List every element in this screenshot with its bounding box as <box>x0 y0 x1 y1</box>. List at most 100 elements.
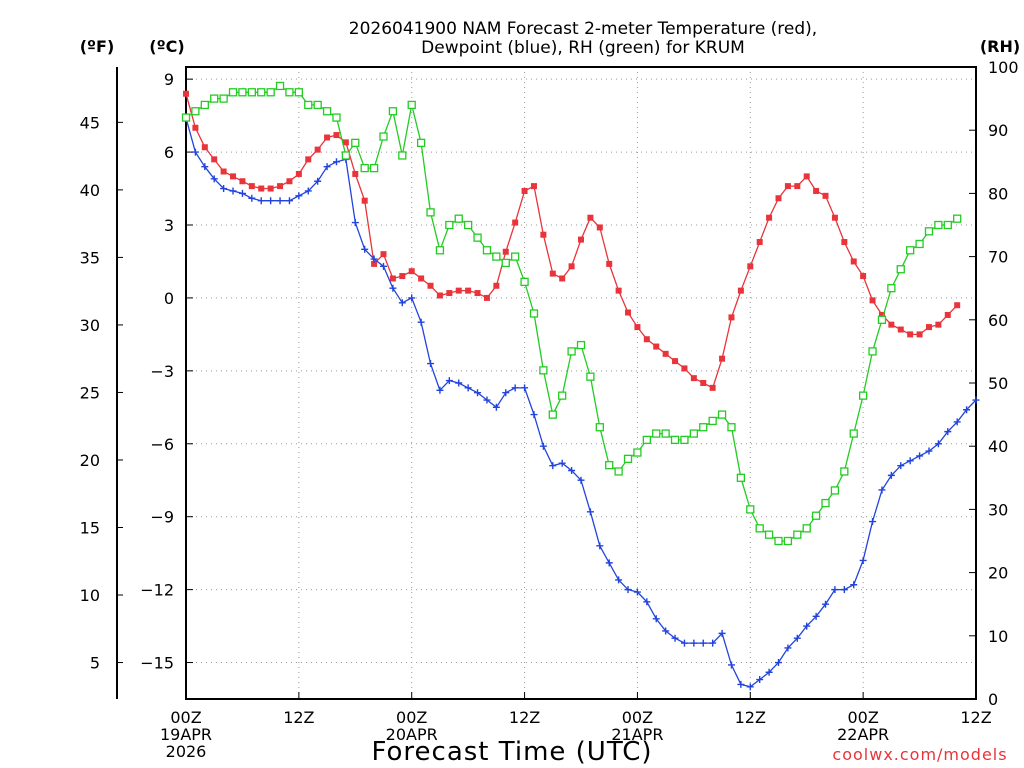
data-point-dewpoint <box>709 639 717 647</box>
data-point-rh <box>811 511 821 520</box>
data-point-dewpoint <box>511 384 519 392</box>
data-point-rh <box>304 100 313 110</box>
data-point-dewpoint <box>474 389 482 397</box>
rh-tick-label: 70 <box>988 248 1008 267</box>
data-point-rh <box>379 132 388 141</box>
data-point-temperature <box>756 239 763 246</box>
data-point-rh <box>614 467 623 476</box>
data-point-rh <box>247 88 256 97</box>
x-tick-label: 00Z <box>170 708 201 727</box>
data-point-rh <box>849 429 858 438</box>
data-point-dewpoint <box>784 644 792 652</box>
data-point-temperature <box>530 183 537 190</box>
data-point-temperature <box>380 251 387 258</box>
data-point-rh <box>708 416 717 426</box>
data-point-rh <box>501 258 510 268</box>
chart-title-line2: Dewpoint (blue), RH (green) for KRUM <box>421 38 745 58</box>
data-point-temperature <box>794 183 801 190</box>
data-point-rh <box>388 107 398 116</box>
rh-tick-label: 20 <box>988 564 1008 583</box>
rh-tick-label: 100 <box>988 58 1019 77</box>
data-point-dewpoint <box>238 189 246 197</box>
data-point-temperature <box>869 297 876 304</box>
data-point-rh <box>369 163 379 173</box>
data-point-temperature <box>897 326 904 333</box>
data-point-temperature <box>784 183 791 190</box>
data-point-rh <box>652 429 661 438</box>
x-tick-label: 12Z <box>960 708 991 727</box>
data-point-temperature <box>305 156 312 163</box>
data-point-rh <box>934 220 943 230</box>
axes <box>116 66 977 700</box>
data-point-rh <box>454 214 463 223</box>
data-point-dewpoint <box>539 442 547 450</box>
data-point-temperature <box>662 350 669 357</box>
data-point-temperature <box>493 282 500 289</box>
data-point-temperature <box>587 214 594 221</box>
data-point-temperature <box>634 324 641 331</box>
data-point-rh <box>285 88 294 97</box>
data-point-rh <box>633 448 642 457</box>
data-point-rh <box>755 524 764 533</box>
data-point-dewpoint <box>869 518 877 526</box>
data-point-temperature <box>672 358 679 365</box>
data-point-temperature <box>446 290 453 297</box>
plot-frame <box>185 66 977 700</box>
data-point-temperature <box>465 287 472 294</box>
data-point-dewpoint <box>549 462 557 470</box>
data-point-rh <box>623 454 633 463</box>
data-point-dewpoint <box>643 598 651 606</box>
data-point-rh <box>746 505 755 514</box>
celsius-tick-label: −12 <box>140 581 174 600</box>
data-point-dewpoint <box>530 411 538 419</box>
data-point-rh <box>435 246 445 255</box>
data-point-temperature <box>230 173 237 180</box>
rh-tick-label: 10 <box>988 627 1008 646</box>
fahrenheit-tick-label: 40 <box>80 181 100 200</box>
data-point-temperature <box>596 224 603 231</box>
data-point-rh <box>360 163 369 173</box>
data-point-temperature <box>286 178 293 185</box>
data-point-temperature <box>192 124 199 131</box>
data-point-rh <box>228 88 238 97</box>
data-point-dewpoint <box>605 559 613 567</box>
data-point-temperature <box>916 331 923 338</box>
data-point-dewpoint <box>323 163 331 171</box>
data-point-temperature <box>690 375 697 382</box>
rh-tick-label: 90 <box>988 121 1008 140</box>
fahrenheit-axis-label: (ºF) <box>80 37 115 56</box>
data-point-rh <box>689 429 699 438</box>
data-point-temperature <box>540 231 547 238</box>
data-point-dewpoint <box>906 457 914 465</box>
data-point-rh <box>463 220 473 230</box>
grid-lines <box>186 67 976 699</box>
data-point-dewpoint <box>737 680 745 688</box>
data-point-temperature <box>474 290 481 297</box>
data-point-temperature <box>455 287 462 294</box>
data-point-dewpoint <box>351 219 359 227</box>
data-point-rh <box>840 467 849 476</box>
celsius-tick-label: 0 <box>164 289 174 308</box>
data-point-temperature <box>418 275 425 282</box>
data-point-temperature <box>822 192 829 199</box>
data-point-rh <box>322 107 332 116</box>
rh-tick-label: 60 <box>988 311 1008 330</box>
data-point-dewpoint <box>248 194 256 202</box>
x-tick-label: 2026 <box>166 742 207 761</box>
data-point-rh <box>576 340 586 350</box>
celsius-tick-label: −9 <box>150 508 174 527</box>
data-point-dewpoint <box>953 418 961 426</box>
data-point-temperature <box>719 355 726 362</box>
data-point-temperature <box>568 263 575 270</box>
data-point-temperature <box>907 331 914 338</box>
x-tick-label: 00Z <box>396 708 427 727</box>
data-point-rh <box>407 100 416 110</box>
credit-text: coolwx.com/models <box>832 745 1007 764</box>
data-point-temperature <box>643 336 650 343</box>
data-point-dewpoint <box>718 629 726 637</box>
series-line-dewpoint <box>185 117 977 688</box>
fahrenheit-tick-label: 45 <box>80 113 100 132</box>
data-point-dewpoint <box>596 542 604 550</box>
celsius-tick-label: 9 <box>164 70 174 89</box>
data-point-dewpoint <box>295 192 303 200</box>
